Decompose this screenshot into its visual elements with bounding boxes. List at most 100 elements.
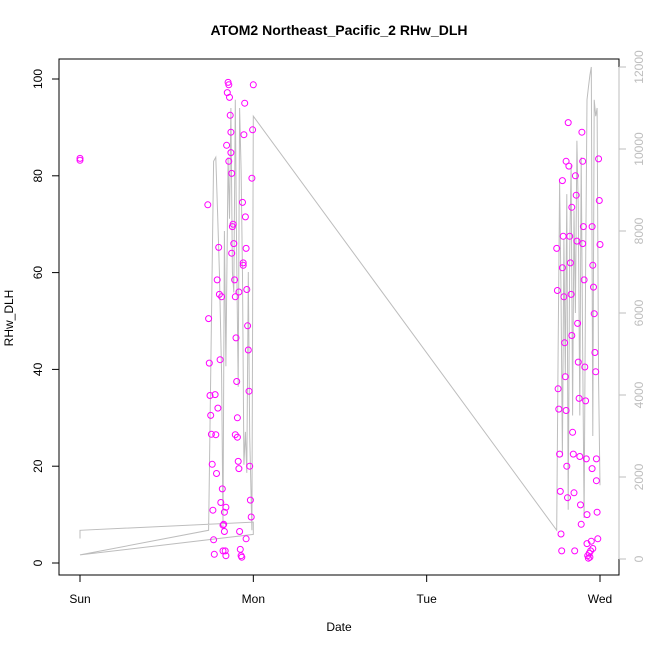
data-point: [587, 547, 595, 555]
data-point: [230, 240, 238, 248]
data-point: [579, 223, 587, 231]
data-point: [244, 322, 252, 330]
data-point: [564, 494, 571, 502]
data-point: [579, 157, 587, 165]
data-point: [231, 293, 239, 301]
data-point: [558, 547, 566, 555]
data-point: [235, 288, 243, 296]
data-point: [210, 550, 218, 558]
y-tick-label: 0: [31, 559, 45, 566]
data-point: [240, 131, 248, 139]
data-point: [558, 264, 566, 272]
data-point: [592, 455, 600, 463]
data-point: [593, 508, 601, 516]
data-point: [207, 430, 215, 438]
data-point: [581, 363, 589, 371]
data-point: [246, 462, 254, 470]
data-point: [579, 240, 587, 248]
data-point: [226, 111, 234, 119]
data-point: [221, 547, 229, 555]
data-point: [229, 220, 237, 228]
data-point: [582, 397, 590, 405]
data-point: [204, 201, 212, 209]
y-tick-label: 60: [31, 266, 45, 280]
data-point: [594, 535, 602, 543]
data-point: [235, 465, 243, 473]
altitude-line: [79, 66, 601, 556]
data-point: [216, 356, 224, 364]
y2-tick-label: 2000: [632, 463, 646, 490]
data-point: [563, 462, 571, 470]
data-point: [573, 237, 581, 245]
data-point: [243, 286, 251, 293]
data-point: [226, 93, 233, 101]
data-point: [233, 433, 241, 441]
data-point: [232, 334, 240, 342]
data-point: [223, 141, 231, 149]
data-point: [228, 169, 236, 177]
data-point: [205, 359, 213, 367]
data-point: [561, 373, 569, 381]
y2-tick-label: 0: [632, 555, 646, 562]
data-point: [213, 470, 220, 477]
y2-tick-label: 12000: [632, 50, 646, 84]
data-point: [220, 528, 228, 535]
data-point: [206, 392, 214, 399]
data-point: [568, 203, 576, 211]
y-tick-label: 20: [31, 459, 45, 473]
x-tick-label: Mon: [242, 592, 265, 606]
data-point: [577, 501, 584, 509]
data-point: [248, 174, 256, 182]
data-point: [213, 276, 221, 284]
data-point: [208, 460, 216, 468]
data-point: [577, 520, 585, 528]
data-point: [570, 489, 578, 497]
data-point: [227, 149, 235, 157]
data-point: [572, 191, 580, 199]
data-point: [242, 244, 250, 252]
data-point: [249, 81, 257, 89]
data-points-layer: [76, 78, 604, 562]
data-point: [244, 346, 252, 354]
data-point: [590, 310, 598, 318]
data-point: [205, 315, 213, 323]
data-point: [246, 496, 254, 504]
data-point: [554, 385, 562, 393]
data-point: [225, 81, 233, 89]
data-point: [555, 405, 563, 413]
altitude-line-layer: [79, 66, 601, 556]
data-point: [589, 545, 597, 552]
data-point: [574, 358, 582, 366]
data-point: [212, 431, 220, 439]
data-point: [207, 411, 215, 419]
data-point: [233, 378, 241, 385]
data-point: [578, 128, 586, 136]
data-point: [236, 545, 244, 553]
data-point: [583, 540, 591, 548]
y2-tick-label: 4000: [632, 381, 646, 408]
x-tick-label: Wed: [588, 592, 612, 606]
data-point: [209, 506, 217, 514]
data-point: [231, 276, 239, 284]
data-point: [589, 261, 597, 269]
data-point: [592, 368, 600, 376]
data-point: [559, 232, 567, 240]
data-point: [591, 349, 599, 356]
data-point: [239, 261, 247, 269]
data-point: [582, 455, 590, 463]
x-tick-label: Tue: [417, 592, 438, 606]
chart-title: ATOM2 Northeast_Pacific_2 RHw_DLH: [211, 22, 468, 38]
y-axis-label: RHw_DLH: [2, 290, 16, 347]
y2-tick-label: 8000: [632, 217, 646, 244]
data-point: [210, 536, 218, 544]
data-point: [239, 198, 246, 206]
data-point: [241, 213, 249, 221]
y2-tick-label: 10000: [632, 132, 646, 166]
data-point: [228, 249, 236, 257]
data-point: [222, 503, 230, 511]
data-point: [76, 154, 84, 162]
data-point: [220, 520, 228, 528]
data-point: [218, 293, 226, 301]
data-point: [556, 487, 564, 495]
data-point: [247, 513, 255, 521]
